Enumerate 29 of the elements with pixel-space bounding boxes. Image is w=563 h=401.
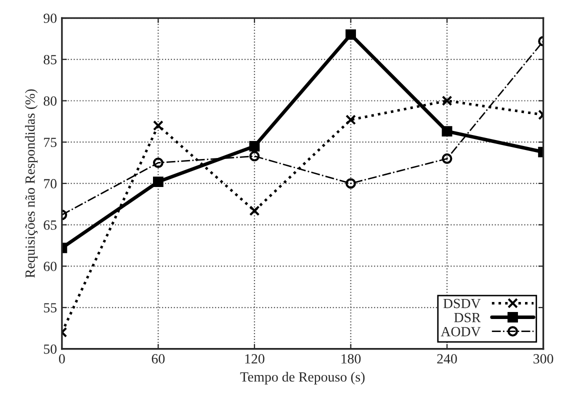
point [249,206,260,216]
x-tick-label: 120 [245,354,264,364]
point [346,178,356,189]
point [442,126,452,137]
legend-label: DSR [454,312,481,322]
x-tick-label: 240 [437,354,457,364]
legend-label: DSDV [443,298,481,308]
y-tick-label: 55 [44,303,57,312]
y-tick-label: 75 [44,138,57,148]
point [442,153,452,164]
point [442,96,452,106]
y-tick-label: 65 [44,220,57,230]
y-tick-label: 85 [44,54,57,64]
x-axis-title: Tempo de Repouso (s) [240,372,365,384]
point [346,114,356,125]
y-tick-label: 80 [44,96,57,106]
point [249,141,260,152]
x-tick-label: 60 [152,354,165,364]
y-tick-label: 90 [44,14,57,23]
point [346,29,356,40]
y-axis-title: Requisições não Respondidas (%) [25,89,38,278]
x-tick-label: 180 [342,354,361,364]
y-tick-label: 50 [44,344,57,354]
x-tick-label: 300 [534,354,554,364]
y-tick-label: 70 [44,179,57,188]
point [249,150,260,162]
legend-label: AODV [440,326,481,336]
x-tick-label: 0 [58,354,65,364]
y-tick-label: 60 [44,262,57,272]
